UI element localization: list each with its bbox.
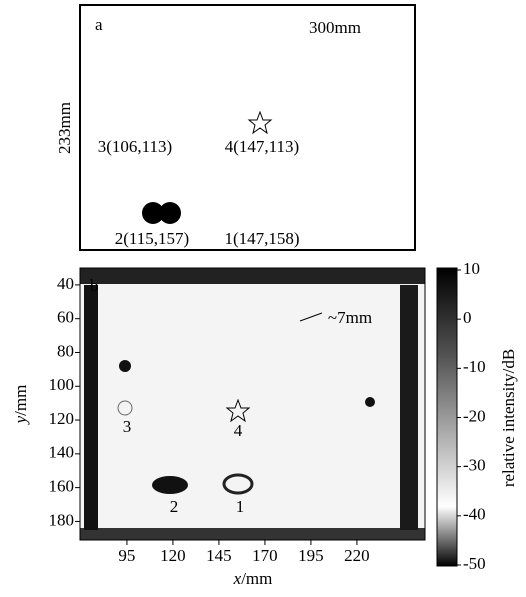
point-label: 3(106,113) xyxy=(98,137,172,156)
x-unit: /mm xyxy=(241,569,272,588)
y-tick-label: 40 xyxy=(57,274,74,293)
x-axis-label: x/mm xyxy=(233,569,273,588)
colorbar-tick-label: 10 xyxy=(463,259,480,278)
y-tick-label: 100 xyxy=(49,375,75,394)
colorbar-tick-label: -20 xyxy=(463,406,486,425)
defect-marker xyxy=(159,202,181,224)
panel-a-frame xyxy=(80,5,415,250)
colorbar-tick-label: -30 xyxy=(463,456,486,475)
x-tick-label: 120 xyxy=(160,546,186,565)
heatmap-image xyxy=(80,268,425,540)
annotation: ~7mm xyxy=(328,308,372,327)
figure: a 300mm 233mm 3(106,113) 4(147,113) 2(11… xyxy=(0,0,526,592)
y-tick-label: 60 xyxy=(57,308,74,327)
y-tick-label: 80 xyxy=(57,341,74,360)
region-label: 2 xyxy=(170,497,179,516)
colorbar-label: relative intensity/dB xyxy=(499,349,518,487)
x-tick-label: 220 xyxy=(344,546,370,565)
region-label: 1 xyxy=(236,497,245,516)
panel-label: b xyxy=(90,276,99,295)
colorbar-tick-label: -50 xyxy=(463,554,486,573)
colorbar-tick-label: -10 xyxy=(463,357,486,376)
y-tick-label: 140 xyxy=(49,443,75,462)
panel-label: a xyxy=(95,15,103,34)
region-label: 3 xyxy=(123,417,132,436)
point-label: 1(147,158) xyxy=(224,229,299,248)
colorbar-tick-label: -40 xyxy=(463,505,486,524)
region-label: 4 xyxy=(234,421,243,440)
y-axis-label: y/mm xyxy=(11,385,30,426)
point-label: 4(147,113) xyxy=(225,137,299,156)
colorbar xyxy=(437,268,457,566)
x-tick-label: 95 xyxy=(118,546,135,565)
point-label: 2(115,157) xyxy=(115,229,189,248)
y-unit: /mm xyxy=(11,385,30,416)
y-tick-label: 180 xyxy=(49,510,75,529)
x-tick-label: 195 xyxy=(298,546,324,565)
y-tick-label: 160 xyxy=(49,477,75,496)
height-label: 233mm xyxy=(55,102,74,154)
colorbar-tick-label: 0 xyxy=(463,308,472,327)
x-tick-label: 145 xyxy=(206,546,232,565)
x-tick-label: 170 xyxy=(252,546,278,565)
y-tick-label: 120 xyxy=(49,409,75,428)
width-label: 300mm xyxy=(309,18,361,37)
y-var: y xyxy=(11,415,30,425)
